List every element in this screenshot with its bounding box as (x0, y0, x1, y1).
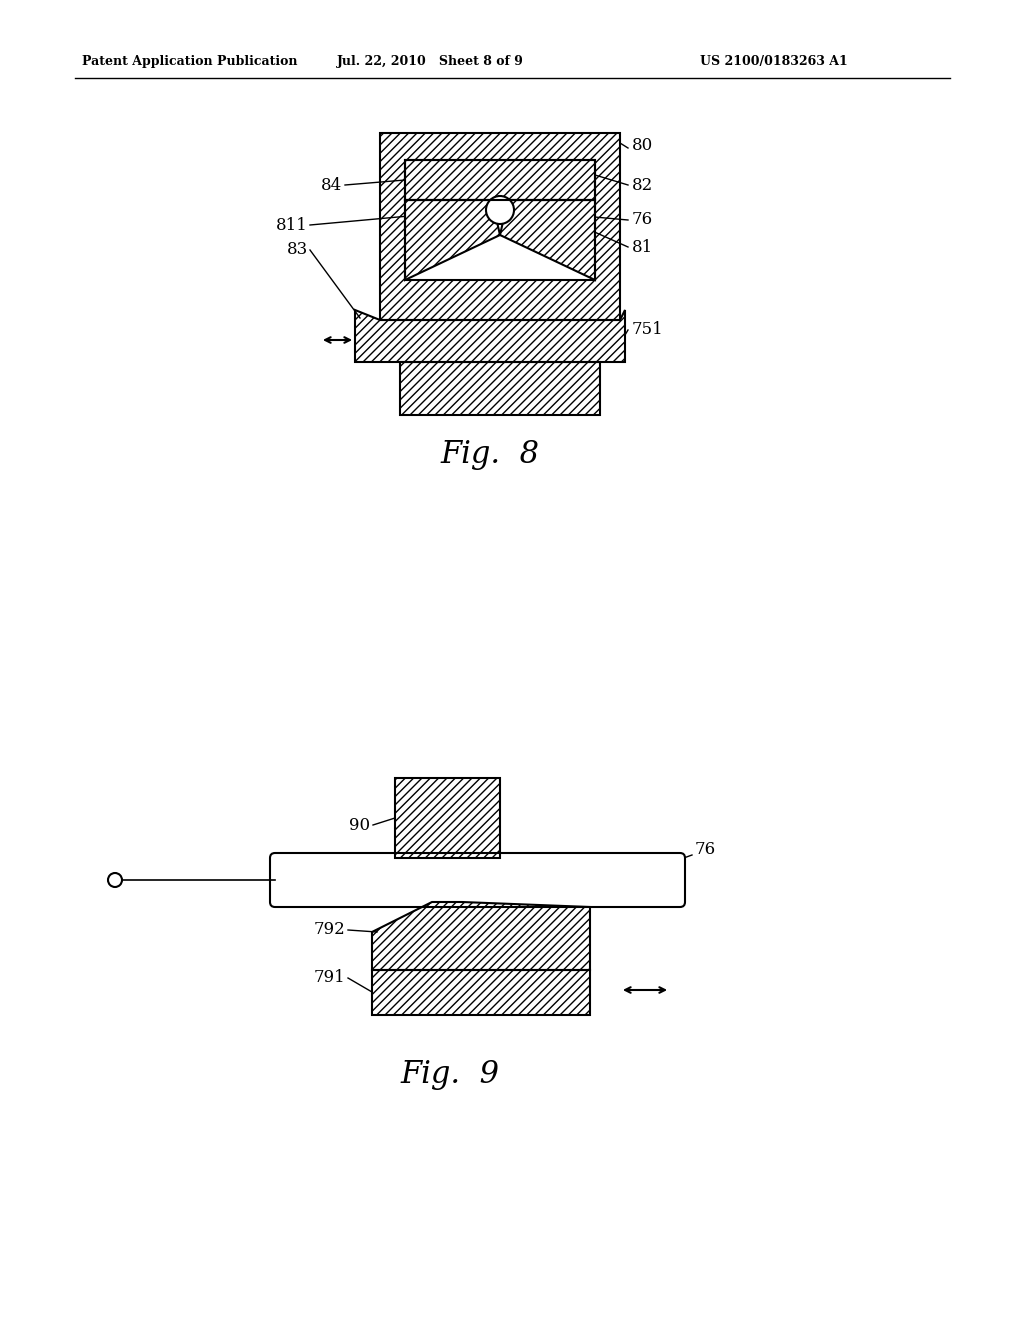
Text: 90: 90 (349, 817, 370, 833)
Text: Patent Application Publication: Patent Application Publication (82, 55, 298, 69)
Bar (406, 160, 595, 201)
Text: 76: 76 (695, 842, 716, 858)
Text: 751: 751 (632, 322, 664, 338)
Bar (400, 362, 600, 414)
Text: 792: 792 (313, 921, 345, 939)
Text: Jul. 22, 2010   Sheet 8 of 9: Jul. 22, 2010 Sheet 8 of 9 (337, 55, 523, 69)
Text: 82: 82 (632, 177, 653, 194)
Bar (372, 970, 590, 1015)
Bar (380, 133, 620, 319)
Text: 80: 80 (632, 136, 653, 153)
Text: 811: 811 (276, 216, 308, 234)
FancyBboxPatch shape (270, 853, 685, 907)
Bar (395, 777, 500, 858)
Text: 81: 81 (632, 239, 653, 256)
Text: 84: 84 (321, 177, 342, 194)
Circle shape (486, 195, 514, 224)
Text: 791: 791 (313, 969, 345, 986)
Text: 83: 83 (287, 242, 308, 259)
Bar (406, 160, 595, 280)
Circle shape (108, 873, 122, 887)
Text: 76: 76 (632, 211, 653, 228)
Text: Fig.  8: Fig. 8 (440, 440, 540, 470)
Text: Fig.  9: Fig. 9 (400, 1060, 500, 1090)
Text: US 2100/0183263 A1: US 2100/0183263 A1 (700, 55, 848, 69)
